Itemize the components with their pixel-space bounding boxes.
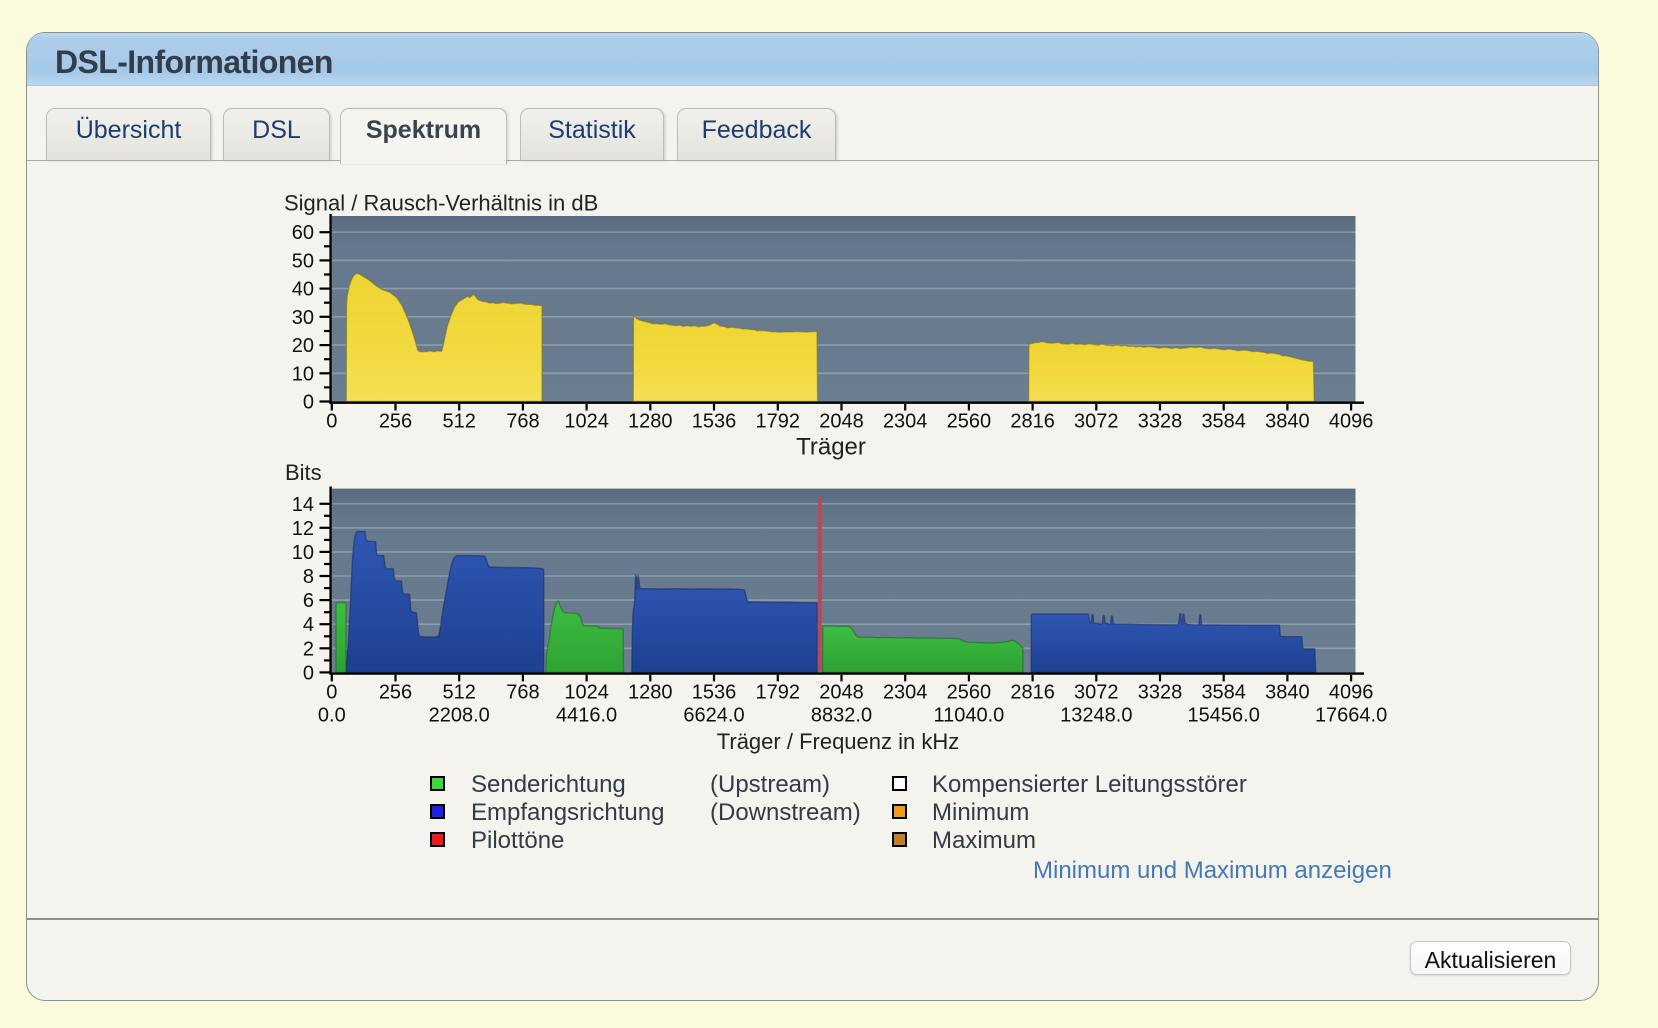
svg-text:512: 512 [443, 411, 476, 433]
svg-text:3584: 3584 [1201, 682, 1246, 704]
svg-text:60: 60 [292, 222, 314, 244]
svg-text:8: 8 [303, 566, 314, 588]
svg-text:4416.0: 4416.0 [556, 705, 617, 727]
svg-text:0: 0 [326, 682, 337, 704]
svg-text:3072: 3072 [1074, 682, 1119, 704]
svg-text:17664.0: 17664.0 [1315, 705, 1387, 727]
svg-text:40: 40 [292, 279, 314, 301]
svg-text:1024: 1024 [564, 682, 609, 704]
svg-text:12: 12 [292, 518, 314, 540]
svg-text:2048: 2048 [819, 682, 864, 704]
svg-text:3328: 3328 [1138, 411, 1183, 433]
svg-text:2304: 2304 [883, 682, 928, 704]
svg-text:2560: 2560 [947, 411, 992, 433]
svg-text:768: 768 [506, 682, 539, 704]
svg-text:3328: 3328 [1138, 682, 1183, 704]
svg-text:14: 14 [292, 494, 314, 516]
svg-text:2816: 2816 [1010, 411, 1055, 433]
svg-text:6: 6 [303, 590, 314, 612]
svg-text:4096: 4096 [1329, 411, 1374, 433]
svg-text:768: 768 [506, 411, 539, 433]
svg-text:10: 10 [292, 363, 314, 385]
svg-text:3584: 3584 [1201, 411, 1246, 433]
svg-text:Bits: Bits [285, 460, 322, 485]
svg-text:0: 0 [303, 392, 314, 414]
svg-text:1792: 1792 [756, 411, 801, 433]
svg-text:4096: 4096 [1329, 682, 1374, 704]
svg-text:0.0: 0.0 [318, 705, 346, 727]
svg-text:1536: 1536 [692, 682, 737, 704]
svg-text:2816: 2816 [1010, 682, 1055, 704]
svg-text:2560: 2560 [947, 682, 992, 704]
svg-text:1024: 1024 [564, 411, 609, 433]
svg-text:Signal / Rausch-Verhältnis in: Signal / Rausch-Verhältnis in dB [284, 191, 598, 216]
svg-text:1792: 1792 [756, 682, 801, 704]
svg-text:0: 0 [303, 662, 314, 684]
svg-text:Träger / Frequenz in kHz: Träger / Frequenz in kHz [717, 729, 960, 754]
svg-text:2048: 2048 [819, 411, 864, 433]
svg-text:0: 0 [326, 411, 337, 433]
svg-text:Träger: Träger [796, 434, 866, 461]
svg-text:11040.0: 11040.0 [933, 705, 1004, 727]
svg-text:3840: 3840 [1265, 411, 1310, 433]
svg-text:512: 512 [443, 682, 476, 704]
svg-text:15456.0: 15456.0 [1188, 705, 1260, 727]
svg-text:13248.0: 13248.0 [1060, 705, 1132, 727]
svg-text:2208.0: 2208.0 [429, 705, 490, 727]
svg-text:256: 256 [379, 411, 412, 433]
svg-text:3072: 3072 [1074, 411, 1119, 433]
svg-text:1536: 1536 [692, 411, 737, 433]
svg-text:10: 10 [292, 542, 314, 564]
svg-text:20: 20 [292, 335, 314, 357]
svg-text:256: 256 [379, 682, 412, 704]
svg-text:1280: 1280 [628, 411, 673, 433]
svg-text:2: 2 [303, 638, 314, 660]
svg-text:6624.0: 6624.0 [683, 705, 744, 727]
svg-text:50: 50 [292, 250, 314, 272]
svg-text:4: 4 [303, 614, 314, 636]
svg-text:1280: 1280 [628, 682, 673, 704]
svg-text:30: 30 [292, 307, 314, 329]
svg-text:2304: 2304 [883, 411, 928, 433]
svg-text:8832.0: 8832.0 [811, 705, 872, 727]
svg-text:3840: 3840 [1265, 682, 1310, 704]
